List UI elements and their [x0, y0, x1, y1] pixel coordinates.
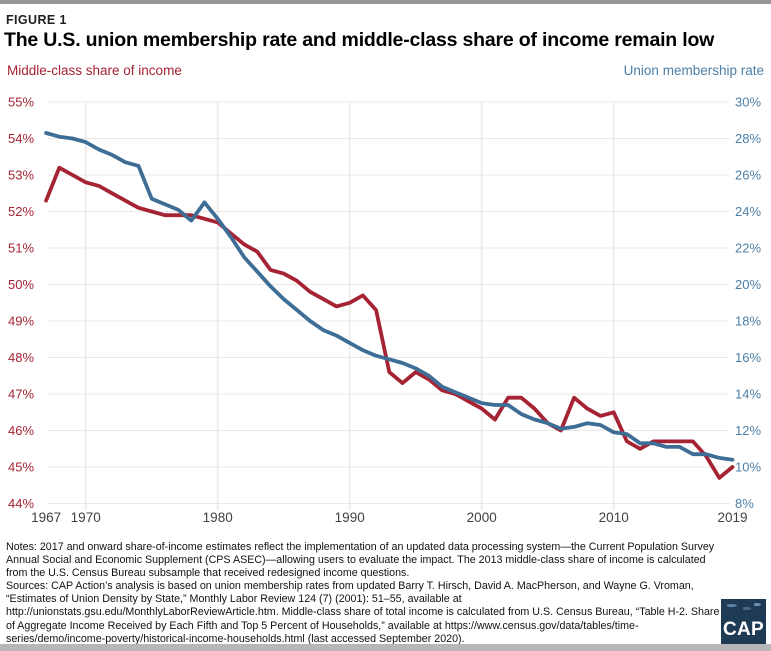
right-tick-label: 12%	[735, 423, 761, 438]
right-tick-label: 24%	[735, 204, 761, 219]
income-line	[44, 165, 735, 480]
page-title: The U.S. union membership rate and middl…	[4, 29, 715, 51]
right-tick-label: 18%	[735, 314, 761, 329]
x-tick-label: 1967	[31, 510, 61, 525]
x-tick-label: 1980	[203, 510, 233, 525]
right-axis-title: Union membership rate	[623, 63, 764, 78]
notes-text: Notes: 2017 and onward share-of-income e…	[6, 541, 715, 580]
dual-axis-line-chart: 55% 54% 53% 52% 51% 50% 49% 48% 47% 46% 45% 44% 30% 2…	[8, 95, 761, 526]
left-tick-label: 50%	[8, 277, 34, 292]
left-tick-label: 53%	[8, 168, 34, 183]
top-divider	[0, 0, 771, 4]
left-tick-label: 44%	[8, 496, 34, 511]
left-tick-label: 52%	[8, 204, 34, 219]
right-tick-label: 28%	[735, 131, 761, 146]
sources-text: Sources: CAP Action’s analysis is based …	[6, 580, 720, 645]
right-tick-label: 20%	[735, 277, 761, 292]
fish-icon	[754, 603, 761, 606]
right-tick-label: 30%	[735, 95, 761, 110]
figure-label: FIGURE 1	[6, 13, 67, 27]
cap-logo-text: CAP	[722, 619, 764, 640]
left-axis-title: Middle-class share of income	[7, 63, 182, 78]
fish-icon	[743, 607, 751, 610]
right-tick-label: 22%	[735, 241, 761, 256]
x-tick-label: 2000	[467, 510, 497, 525]
right-tick-label: 26%	[735, 168, 761, 183]
footer-text: Notes: 2017 and onward share-of-income e…	[6, 541, 722, 646]
right-tick-label: 14%	[735, 387, 761, 402]
left-tick-label: 46%	[8, 423, 34, 438]
left-tick-label: 51%	[8, 241, 34, 256]
right-tick-label: 10%	[735, 460, 761, 475]
right-tick-label: 16%	[735, 350, 761, 365]
x-tick-label: 1970	[71, 510, 101, 525]
x-tick-label: 1990	[335, 510, 365, 525]
left-tick-label: 47%	[8, 387, 34, 402]
left-tick-label: 55%	[8, 95, 34, 110]
bottom-divider	[0, 644, 771, 651]
fish-icon	[727, 604, 737, 607]
left-tick-label: 48%	[8, 350, 34, 365]
cap-logo: CAP	[721, 599, 766, 645]
right-tick-label: 8%	[735, 496, 754, 511]
x-tick-label: 2019	[717, 510, 747, 525]
left-tick-label: 45%	[8, 460, 34, 475]
left-tick-label: 54%	[8, 131, 34, 146]
x-tick-label: 2010	[599, 510, 629, 525]
left-tick-label: 49%	[8, 314, 34, 329]
union-line	[44, 131, 735, 462]
